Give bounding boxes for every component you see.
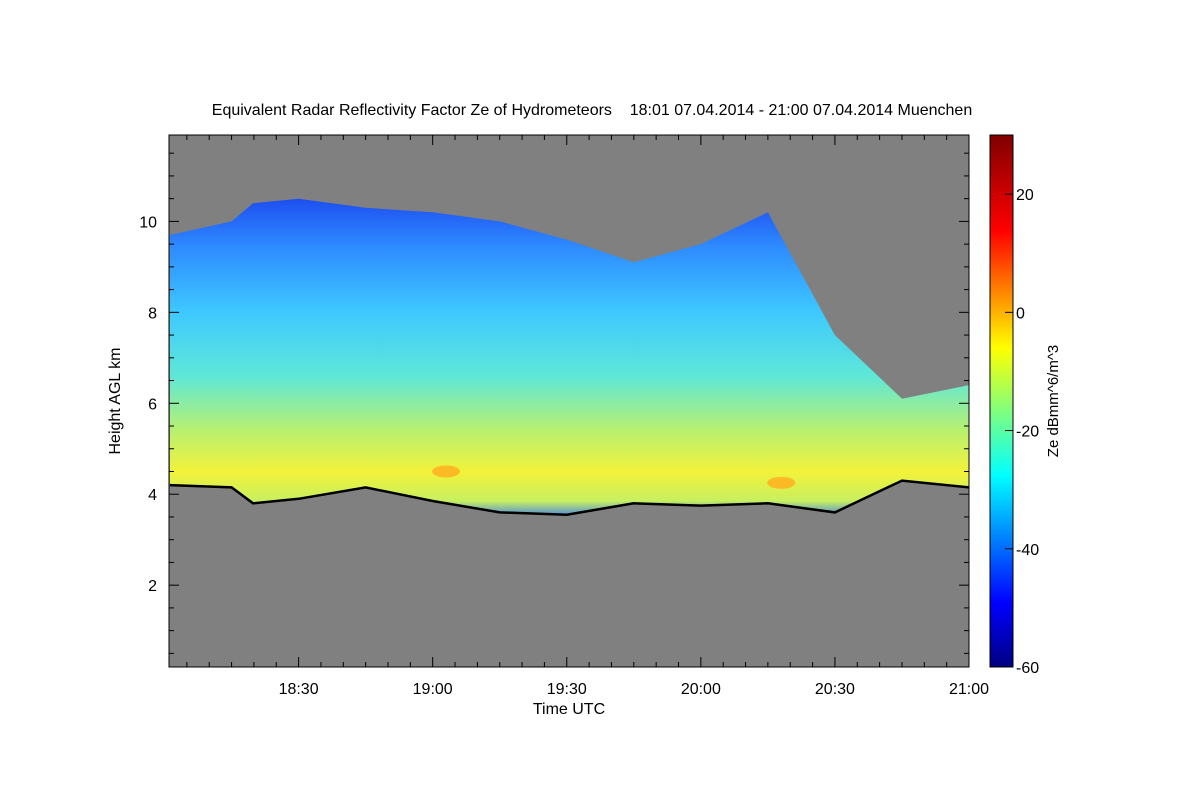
plot-frame xyxy=(168,134,970,668)
colorbar-tick-label: 20 xyxy=(1016,187,1034,204)
colorbar-tick-label: -60 xyxy=(1016,660,1039,677)
y-tick-label: 10 xyxy=(139,214,157,231)
y-tick-label: 2 xyxy=(148,578,157,595)
cloud-base-line xyxy=(169,479,969,516)
cloud-reflectivity-area xyxy=(169,198,969,515)
chart-title: Equivalent Radar Reflectivity Factor Ze … xyxy=(212,102,972,119)
echo-core xyxy=(432,465,461,478)
x-tick-label: 19:00 xyxy=(413,681,453,698)
colorbar-tick-label: 0 xyxy=(1016,305,1025,322)
colorbar-label: Ze dBmm^6/m^3 xyxy=(1045,345,1062,457)
y-axis-label: Height AGL km xyxy=(107,347,124,454)
y-tick-label: 8 xyxy=(148,305,157,322)
y-tick-label: 4 xyxy=(148,487,157,504)
x-tick-label: 21:00 xyxy=(949,681,989,698)
x-tick-label: 18:30 xyxy=(279,681,319,698)
x-tick-label: 20:00 xyxy=(681,681,721,698)
plot-area xyxy=(169,135,969,667)
x-tick-label: 20:30 xyxy=(815,681,855,698)
colorbar-tick-label: -20 xyxy=(1016,424,1039,441)
x-tick-label: 19:30 xyxy=(547,681,587,698)
colorbar xyxy=(989,134,1014,668)
y-tick-label: 6 xyxy=(148,396,157,413)
x-axis-label: Time UTC xyxy=(533,701,605,718)
colorbar-tick-label: -40 xyxy=(1016,542,1039,559)
echo-core xyxy=(767,476,796,489)
